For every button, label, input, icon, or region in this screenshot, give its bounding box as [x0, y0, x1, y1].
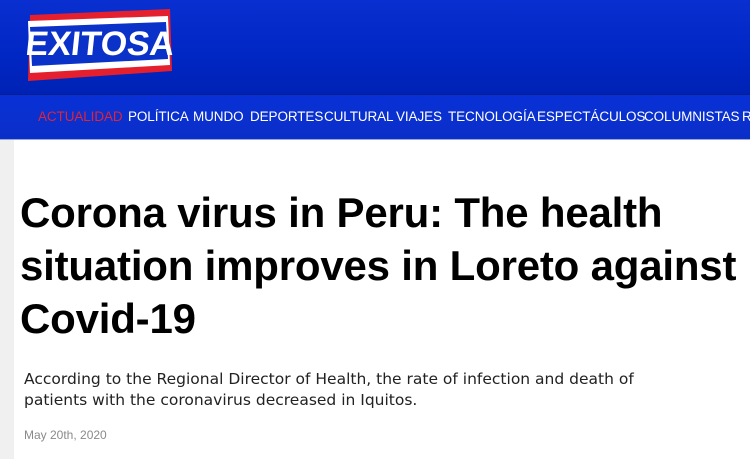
nav-item-mundo[interactable]: MUNDO: [193, 109, 244, 124]
nav-item-deportes[interactable]: DEPORTES: [250, 109, 324, 124]
article-subtitle: According to the Regional Director of He…: [24, 370, 634, 409]
site-header: EXITOSA: [0, 0, 750, 94]
main-nav: ACTUALIDAD POLÍTICA MUNDO DEPORTES CULTU…: [0, 94, 750, 140]
nav-item-r[interactable]: R: [742, 109, 750, 124]
svg-text:EXITOSA: EXITOSA: [24, 25, 177, 63]
nav-item-cultural[interactable]: CULTURAL: [324, 109, 394, 124]
article-title: Corona virus in Peru: The health situati…: [20, 189, 737, 342]
nav-item-tecnologia[interactable]: TECNOLOGÍA: [448, 109, 536, 124]
nav-item-actualidad[interactable]: ACTUALIDAD: [38, 109, 123, 124]
left-gutter: [0, 140, 14, 459]
exitosa-logo[interactable]: EXITOSA: [20, 7, 180, 87]
nav-item-viajes[interactable]: VIAJES: [396, 109, 442, 124]
nav-item-politica[interactable]: POLÍTICA: [128, 109, 189, 124]
article-date: May 20th, 2020: [24, 428, 107, 442]
nav-item-columnistas[interactable]: COLUMNISTAS: [644, 109, 740, 124]
article-area: [0, 140, 750, 459]
nav-item-espectaculos[interactable]: ESPECTÁCULOS: [537, 109, 646, 124]
